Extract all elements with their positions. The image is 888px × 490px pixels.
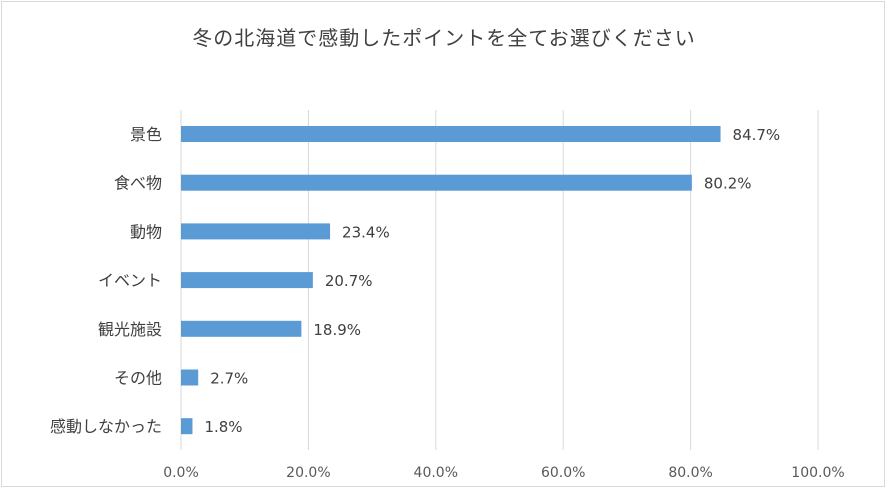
- bar: [181, 272, 313, 289]
- x-tick-label: 20.0%: [286, 465, 330, 481]
- value-label: 23.4%: [342, 223, 390, 241]
- value-labels: 84.7% 80.2% 23.4% 20.7% 18.9% 2.7% 1.8%: [204, 126, 780, 436]
- x-tick-label: 80.0%: [668, 465, 712, 481]
- bar: [181, 223, 331, 240]
- bar: [181, 320, 302, 337]
- category-label: その他: [114, 369, 162, 388]
- value-label: 18.9%: [313, 321, 361, 339]
- category-label: 食べ物: [114, 174, 162, 193]
- category-label: 感動しなかった: [50, 417, 162, 436]
- x-tick-label: 40.0%: [414, 465, 458, 481]
- x-tick-label: 100.0%: [791, 465, 844, 481]
- value-label: 80.2%: [704, 175, 752, 193]
- category-label: 景色: [130, 125, 162, 144]
- bar: [181, 174, 692, 191]
- category-label: 動物: [130, 222, 162, 241]
- category-label: イベント: [98, 271, 162, 290]
- category-label: 観光施設: [98, 320, 162, 339]
- value-label: 1.8%: [204, 418, 242, 436]
- x-tick-label: 0.0%: [163, 465, 199, 481]
- x-tick-labels: 0.0% 20.0% 40.0% 60.0% 80.0% 100.0%: [163, 465, 844, 481]
- x-tick-label: 60.0%: [541, 465, 585, 481]
- bars: [181, 126, 721, 435]
- chart-title: 冬の北海道で感動したポイントを全てお選びください: [192, 26, 696, 50]
- value-label: 84.7%: [733, 126, 781, 144]
- bar: [181, 418, 193, 435]
- bar: [181, 126, 721, 142]
- bar: [181, 369, 199, 386]
- value-label: 2.7%: [210, 370, 248, 388]
- value-label: 20.7%: [325, 272, 373, 290]
